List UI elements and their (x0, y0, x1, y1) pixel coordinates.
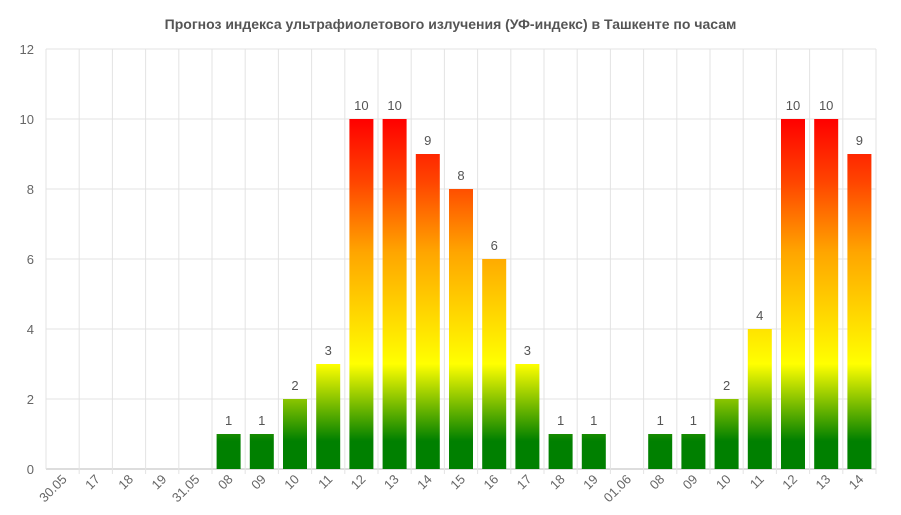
x-tick-label: 10 (713, 472, 734, 493)
bar-value-label: 1 (258, 413, 265, 428)
bar (847, 154, 872, 469)
bar (714, 399, 739, 469)
x-tick-label: 17 (514, 472, 535, 493)
x-tick-label: 10 (281, 472, 302, 493)
bar-value-label: 1 (225, 413, 232, 428)
bar-value-label: 9 (424, 133, 431, 148)
bar-value-label: 8 (457, 168, 464, 183)
bar-value-label: 9 (856, 133, 863, 148)
x-tick-label: 12 (779, 472, 800, 493)
x-tick-label: 01.06 (601, 472, 635, 506)
bar-value-label: 1 (590, 413, 597, 428)
bar (814, 119, 839, 469)
bar-value-label: 10 (819, 98, 833, 113)
x-tick-label: 09 (248, 472, 269, 493)
bar (548, 434, 573, 469)
bar (648, 434, 673, 469)
bar-value-label: 1 (657, 413, 664, 428)
bar-layer (216, 119, 872, 469)
bar (747, 329, 772, 469)
x-tick-label: 17 (82, 472, 103, 493)
x-tick-label: 12 (348, 472, 369, 493)
bar (581, 434, 606, 469)
bar (415, 154, 440, 469)
x-tick-label: 14 (414, 472, 435, 493)
x-tick-label: 11 (315, 472, 335, 492)
y-tick-label: 8 (27, 182, 34, 197)
y-tick-label: 2 (27, 392, 34, 407)
bar (681, 434, 706, 469)
x-tick-label: 18 (115, 472, 136, 493)
bar-value-label: 2 (291, 378, 298, 393)
x-tick-label: 18 (547, 472, 568, 493)
bar (781, 119, 805, 469)
x-tick-label: 13 (381, 472, 402, 493)
bar-value-label: 3 (325, 343, 332, 358)
x-tick-label: 14 (846, 472, 867, 493)
bar (449, 189, 473, 469)
bar-value-label: 1 (557, 413, 564, 428)
x-tick-label: 13 (812, 472, 833, 493)
x-tick-label: 19 (148, 472, 169, 493)
x-tick-label: 30.05 (36, 472, 70, 506)
x-tick-label: 19 (580, 472, 601, 493)
x-tick-label: 31.05 (169, 472, 203, 506)
bar (316, 364, 341, 469)
y-tick-label: 10 (20, 112, 34, 127)
y-tick-label: 0 (27, 462, 34, 477)
bar-value-label: 10 (786, 98, 800, 113)
x-tick-label: 08 (646, 472, 667, 493)
bar (515, 364, 540, 469)
bar (249, 434, 274, 469)
x-tick-label: 11 (747, 472, 767, 492)
bar (382, 119, 407, 469)
bar (482, 259, 507, 469)
bar-value-label: 10 (354, 98, 368, 113)
y-tick-label: 12 (20, 42, 34, 57)
bar (349, 119, 374, 469)
bar-value-label: 1 (690, 413, 697, 428)
bar-value-label: 10 (387, 98, 401, 113)
x-tick-label: 08 (215, 472, 236, 493)
x-tick-label: 15 (447, 472, 468, 493)
bar-value-label: 3 (524, 343, 531, 358)
chart-title: Прогноз индекса ультрафиолетового излуче… (164, 16, 737, 32)
bar-value-label: 4 (756, 308, 763, 323)
x-tick-label: 16 (480, 472, 501, 493)
y-tick-label: 4 (27, 322, 34, 337)
bar-value-label: 2 (723, 378, 730, 393)
bar (216, 434, 241, 469)
bar-value-label: 6 (491, 238, 498, 253)
bar (283, 399, 307, 469)
y-tick-label: 6 (27, 252, 34, 267)
x-tick-label: 09 (680, 472, 701, 493)
